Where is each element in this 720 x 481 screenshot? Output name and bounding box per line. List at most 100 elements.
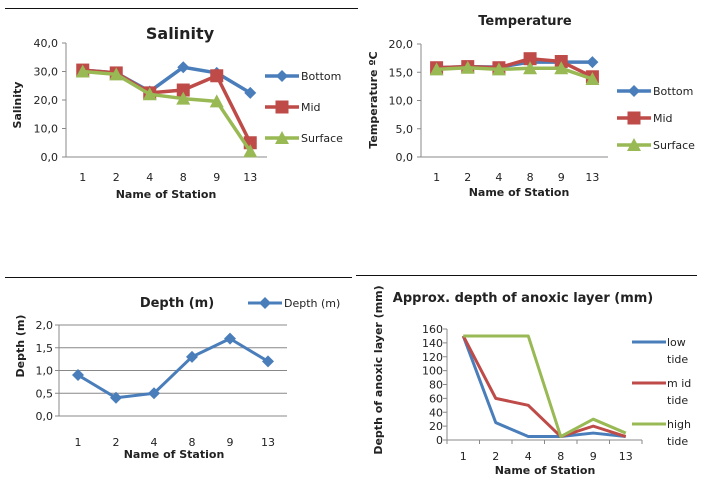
series-low-tide-line (461, 335, 626, 439)
x-tick-label: 8 (189, 436, 196, 449)
separator-top (5, 8, 358, 9)
series-depth-m-point (72, 369, 84, 382)
series-surface-point (460, 60, 475, 74)
chart-title: Depth (m) (140, 296, 214, 311)
y-tick-label: 120 (422, 351, 443, 364)
y-axis-label: Depth of anoxic layer (mm) (372, 285, 385, 454)
legend-swatch-marker (627, 111, 641, 125)
x-tick-label: 9 (213, 171, 220, 184)
temperature-chart: Temperature Temperature ºC Name of Stati… (367, 14, 695, 199)
x-tick-label: 1 (433, 171, 440, 184)
x-axis-label: Name of Station (469, 186, 570, 199)
series-surface-point (209, 94, 224, 108)
y-tick-label: 0,0 (396, 151, 414, 164)
legend-item: Mid (617, 111, 673, 125)
legend-item: low tide (632, 336, 688, 366)
x-tick-label: 13 (261, 436, 275, 449)
legend-label: low (667, 336, 686, 349)
legend-swatch-marker (275, 131, 289, 144)
legend-item: Mid (265, 100, 321, 114)
legend-label: tide (667, 353, 688, 366)
anoxic-layer-chart: Approx. depth of anoxic layer (mm) Depth… (372, 285, 691, 477)
series-depth-m-point (262, 355, 274, 368)
y-tick-label: 160 (422, 323, 443, 336)
legend-label: m id (667, 377, 691, 390)
y-tick-label: 60 (429, 392, 443, 405)
series-depth-m-line (77, 337, 269, 400)
chart-title: Salinity (146, 24, 215, 43)
series-depth-m-point (148, 387, 160, 400)
y-tick-label: 140 (422, 337, 443, 350)
y-tick-label: 15,0 (389, 66, 414, 79)
legend-swatch-marker (275, 100, 289, 114)
y-axis-label: Salinity (11, 82, 24, 129)
series-depth-m-point (224, 332, 236, 345)
x-tick-label: 2 (113, 171, 120, 184)
series-surface-point (109, 67, 124, 81)
x-tick-label: 2 (464, 171, 471, 184)
series-mid-point (523, 52, 537, 66)
y-tick-label: 20 (429, 420, 443, 433)
x-tick-label: 9 (590, 450, 597, 463)
x-tick-label: 4 (525, 450, 532, 463)
chart-title: Temperature (478, 14, 572, 29)
x-tick-label: 13 (619, 450, 633, 463)
legend-label: tide (667, 435, 688, 448)
y-tick-label: 30,0 (34, 66, 59, 79)
x-axis-label: Name of Station (124, 448, 225, 461)
legend-swatch-marker (628, 85, 640, 97)
legend-label: Bottom (653, 85, 693, 98)
legend-label: Surface (301, 132, 343, 145)
series-surface-point (523, 61, 538, 75)
x-tick-label: 8 (527, 171, 534, 184)
y-tick-label: 10,0 (389, 95, 414, 108)
series-surface-point (176, 91, 191, 105)
chart-title: Approx. depth of anoxic layer (mm) (393, 291, 653, 306)
y-tick-label: 80 (429, 379, 443, 392)
y-axis-label: Temperature ºC (367, 51, 380, 148)
x-tick-label: 1 (75, 436, 82, 449)
x-tick-label: 13 (243, 171, 257, 184)
series-depth-m-point (110, 391, 122, 404)
x-tick-label: 9 (558, 171, 565, 184)
x-tick-label: 2 (492, 450, 499, 463)
legend-label: Mid (653, 112, 673, 125)
x-axis-label: Name of Station (116, 188, 217, 201)
series-surface-point (491, 62, 506, 76)
x-tick-label: 9 (227, 436, 234, 449)
series-depth-m-point (186, 350, 198, 363)
y-tick-label: 20,0 (389, 38, 414, 51)
legend-label: Depth (m) (284, 297, 340, 310)
x-tick-label: 1 (460, 450, 467, 463)
y-tick-label: 0 (436, 434, 443, 447)
y-axis-label: Depth (m) (14, 315, 27, 378)
x-tick-label: 1 (79, 171, 86, 184)
x-tick-label: 8 (180, 171, 187, 184)
legend-item: high tide (632, 418, 691, 448)
legend-swatch-marker (259, 297, 271, 309)
series-surface-point (429, 62, 444, 76)
legend-swatch-marker (276, 70, 288, 82)
legend-item: Depth (m) (248, 297, 340, 310)
legend-item: Surface (617, 138, 695, 152)
salinity-chart: Salinity Salinity Name of Station 0,0 10,… (11, 24, 343, 201)
series-surface-line (82, 69, 252, 153)
y-tick-label: 0,0 (41, 151, 59, 164)
series-mid-point (210, 69, 224, 83)
y-tick-label: 100 (422, 365, 443, 378)
series-surface-point (75, 64, 90, 78)
y-tick-label: 10,0 (34, 123, 59, 136)
x-tick-label: 2 (113, 436, 120, 449)
series-bottom-point (177, 61, 190, 74)
y-tick-label: 1,5 (36, 342, 54, 355)
y-tick-label: 5,0 (396, 123, 414, 136)
series-mid-tide-line (461, 335, 627, 439)
legend-item: m id tide (632, 377, 691, 407)
series-surface-point (142, 87, 157, 101)
legend-item: Surface (265, 131, 343, 145)
y-tick-label: 0,0 (36, 410, 54, 423)
legend-label: Surface (653, 139, 695, 152)
legend-item: Bottom (617, 85, 693, 98)
x-tick-label: 13 (585, 171, 599, 184)
depth-chart: Depth (m) Depth (m) Name of Station 0,0 0… (14, 296, 340, 461)
